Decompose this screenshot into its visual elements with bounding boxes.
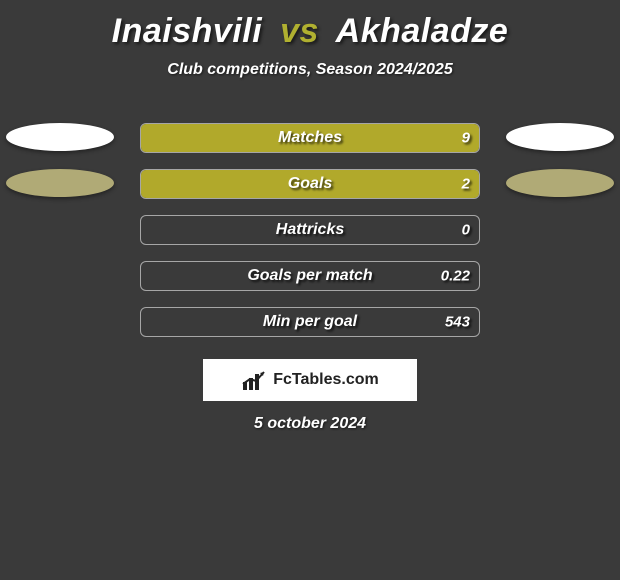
stat-value-right: 9 <box>462 130 470 147</box>
stat-label: Hattricks <box>276 221 344 239</box>
stat-value-right: 2 <box>462 176 470 193</box>
comparison-title: Inaishvili vs Akhaladze <box>0 0 620 51</box>
stat-row: Min per goal 543 <box>0 299 620 345</box>
player-ellipse <box>506 169 614 197</box>
stats-content: Matches 9 Goals 2 Hattricks 0 Goals per match 0… <box>0 115 620 345</box>
player-ellipse <box>6 123 114 151</box>
player-ellipse <box>506 123 614 151</box>
player-ellipse <box>6 169 114 197</box>
stat-label: Min per goal <box>263 313 357 331</box>
chart-icon <box>241 370 267 390</box>
stat-label: Goals per match <box>247 267 372 285</box>
stat-row: Goals per match 0.22 <box>0 253 620 299</box>
fctables-badge[interactable]: FcTables.com <box>203 359 417 401</box>
vs-label: vs <box>280 12 319 50</box>
stat-row: Hattricks 0 <box>0 207 620 253</box>
subtitle: Club competitions, Season 2024/2025 <box>0 61 620 79</box>
stat-value-right: 0.22 <box>441 268 470 285</box>
stat-label: Goals <box>288 175 332 193</box>
stat-value-right: 0 <box>462 222 470 239</box>
date-label: 5 october 2024 <box>0 415 620 433</box>
stat-label: Matches <box>278 129 342 147</box>
badge-text: FcTables.com <box>273 371 379 389</box>
player1-name: Inaishvili <box>112 12 263 50</box>
player2-name: Akhaladze <box>336 12 509 50</box>
stat-value-right: 543 <box>445 314 470 331</box>
bar-fill-left <box>141 170 310 198</box>
bar-fill-right <box>310 170 479 198</box>
